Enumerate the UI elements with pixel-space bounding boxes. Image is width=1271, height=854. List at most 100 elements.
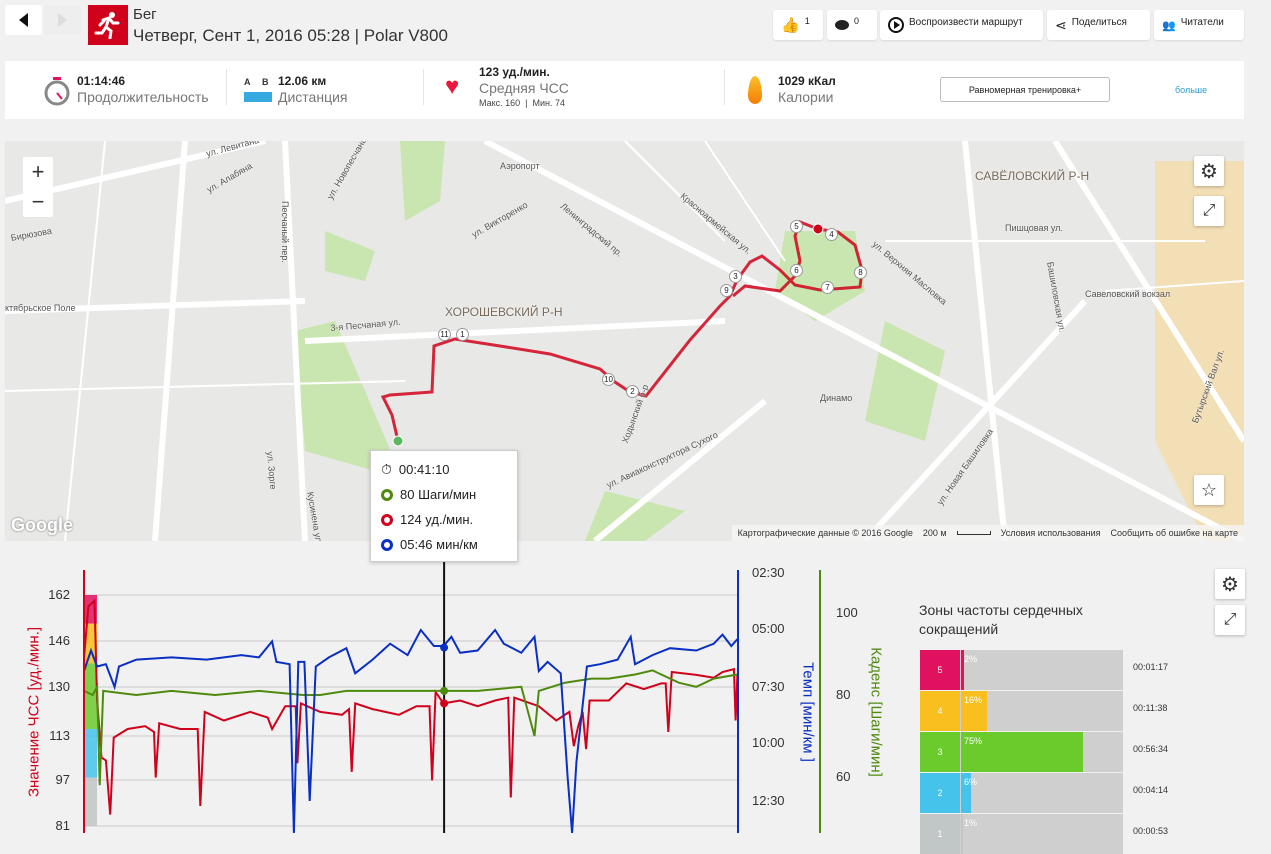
share-button[interactable]: ⋖ Поделиться xyxy=(1047,10,1150,40)
cadence-cursor-dot xyxy=(440,686,449,695)
chart-fullscreen-button[interactable]: ⤢ xyxy=(1215,605,1245,635)
zone-bar xyxy=(961,732,1083,772)
zone-time: 00:11:38 xyxy=(1133,703,1168,713)
like-button[interactable]: 👍 1 xyxy=(773,10,823,40)
hr-zone-band xyxy=(85,729,97,778)
hr-axis-title: Значение ЧСС [уд./мин.] xyxy=(25,626,43,798)
previous-button[interactable] xyxy=(5,5,42,35)
cadence-line xyxy=(83,669,738,786)
tooltip-time: 00:41:10 xyxy=(398,462,450,477)
stopwatch-icon xyxy=(44,77,70,106)
replay-route-button[interactable]: Воспроизвести маршрут xyxy=(880,10,1043,40)
zone-time: 00:00:53 xyxy=(1133,826,1169,836)
google-logo: Google xyxy=(11,515,73,535)
cadence-tick-label: 100 xyxy=(836,605,858,620)
pace-tick-label: 07:30 xyxy=(752,679,785,694)
zones-title: Зоны частоты сердечных сокращений xyxy=(919,602,1083,637)
map-label: ктябрьское Поле xyxy=(5,303,76,313)
tooltip-cadence: 80 Шаги/мин xyxy=(400,487,477,502)
zone-row[interactable]: 2 6% xyxy=(920,773,1123,813)
arrow-right-icon xyxy=(58,13,67,27)
hr-tick-label: 97 xyxy=(55,772,70,787)
map-label: Пишцовая ул. xyxy=(1005,223,1063,233)
more-link[interactable]: больше xyxy=(1175,85,1208,95)
map-label: ХОРОШЕВСКИЙ Р-Н xyxy=(445,305,563,319)
map-settings-button[interactable]: ⚙ xyxy=(1194,156,1224,186)
summary-bar: 01:14:46 Продолжительность A B 12.06 км … xyxy=(5,61,1244,119)
zone-time: 00:04:14 xyxy=(1133,785,1169,795)
likes-count: 1 xyxy=(804,16,810,26)
duration-value: 01:14:46 xyxy=(77,74,126,88)
km-marker[interactable]: 5 xyxy=(790,220,803,233)
cadence-tick-label: 80 xyxy=(836,687,851,702)
route-map[interactable]: + − ⚙ ⤢ ☆ Google Картографические данные… xyxy=(5,141,1244,541)
hr-tick-label: 113 xyxy=(49,728,70,743)
next-button[interactable] xyxy=(44,5,81,35)
hr-tick-label: 130 xyxy=(48,679,70,694)
map-fullscreen-button[interactable]: ⤢ xyxy=(1194,196,1224,226)
zone-time: 00:56:34 xyxy=(1133,744,1169,754)
km-marker[interactable]: 10 xyxy=(602,373,615,386)
session-subtitle: Четверг, Сент 1, 2016 05:28 | Polar V800 xyxy=(133,26,448,45)
zone-row[interactable]: 1 1% xyxy=(920,814,1123,854)
zone-row[interactable]: 5 2% xyxy=(920,650,1123,690)
calories-label: Калории xyxy=(778,89,834,105)
zone-number: 4 xyxy=(920,691,960,731)
training-benefit-button[interactable]: Равномерная тренировка+ xyxy=(940,77,1110,102)
calories-value: 1029 кКал xyxy=(778,74,836,88)
chart-settings-button[interactable]: ⚙ xyxy=(1215,569,1245,599)
activity-chart[interactable] xyxy=(0,560,900,833)
km-marker[interactable]: 7 xyxy=(821,281,834,294)
point-b-label: B xyxy=(262,77,269,87)
followers-button[interactable]: 👥 Читатели xyxy=(1154,10,1244,40)
zone-percent: 75% xyxy=(964,736,983,746)
map-label: Аэропорт xyxy=(500,161,540,171)
tooltip-pace: 05:46 мин/км xyxy=(400,537,478,552)
km-marker[interactable]: 11 xyxy=(438,328,451,341)
running-icon xyxy=(88,5,128,45)
terms-link[interactable]: Условия использования xyxy=(1000,528,1101,538)
km-marker[interactable]: 3 xyxy=(729,270,742,283)
favorite-button[interactable]: ☆ xyxy=(1194,475,1224,505)
flame-icon xyxy=(748,76,762,104)
replay-label: Воспроизвести маршрут xyxy=(909,16,1023,28)
tooltip-hr: 124 уд./мин. xyxy=(400,512,474,527)
map-label: Песчаный пер. xyxy=(280,201,290,263)
cadence-axis-title: Каденс [Шаги/мин] xyxy=(867,647,885,777)
zone-bar xyxy=(961,650,965,690)
zone-percent: 6% xyxy=(964,777,978,787)
zoom-out-button[interactable]: − xyxy=(23,187,53,217)
zone-number: 5 xyxy=(920,650,960,690)
start-marker xyxy=(392,435,404,447)
km-marker[interactable]: 2 xyxy=(626,385,639,398)
ruler-icon xyxy=(244,92,272,102)
zone-bar xyxy=(961,814,963,854)
hr-tick-label: 81 xyxy=(55,818,70,833)
scale-bar xyxy=(956,531,991,535)
expand-icon: ⤢ xyxy=(1223,611,1237,628)
gear-icon: ⚙ xyxy=(1221,573,1239,596)
duration-label: Продолжительность xyxy=(77,89,209,105)
km-marker[interactable]: 6 xyxy=(790,264,803,277)
km-marker[interactable]: 8 xyxy=(854,266,867,279)
cadence-tick-label: 60 xyxy=(836,769,851,784)
zone-row[interactable]: 4 16% xyxy=(920,691,1123,731)
stopwatch-icon: ⏱ xyxy=(381,461,392,477)
km-marker[interactable]: 9 xyxy=(720,284,733,297)
km-marker[interactable]: 4 xyxy=(825,228,838,241)
hr-zone-band xyxy=(85,777,97,826)
comment-button[interactable]: 0 xyxy=(827,10,877,40)
point-a-label: A xyxy=(244,77,251,87)
zone-row[interactable]: 3 75% xyxy=(920,732,1123,772)
map-scale: 200 м xyxy=(922,528,947,538)
zoom-in-button[interactable]: + xyxy=(23,157,53,187)
km-marker[interactable]: 1 xyxy=(456,328,469,341)
distance-value: 12.06 км xyxy=(278,74,327,88)
comments-count: 0 xyxy=(854,16,860,26)
cadence-dot-icon xyxy=(381,488,393,501)
comment-icon xyxy=(835,20,849,30)
current-position-marker xyxy=(812,223,824,235)
zone-percent: 1% xyxy=(964,818,978,828)
map-label: Савеловский вокзал xyxy=(1085,289,1171,299)
report-error-link[interactable]: Сообщить об ошибке на карте xyxy=(1110,528,1238,538)
